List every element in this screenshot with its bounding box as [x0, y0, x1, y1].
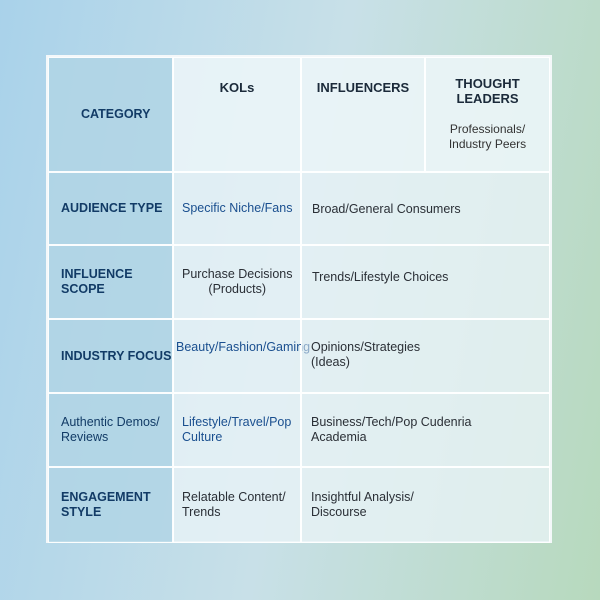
row-influencers-influence-scope: Trends/Lifestyle Choices: [301, 245, 550, 319]
row-category-industry-focus: INDUSTRY FOCUS: [48, 319, 173, 393]
row-category-label: INFLUENCE SCOPE: [61, 267, 133, 296]
row-influencers-authentic-demos: Business/Tech/Pop Cudenria Academia: [301, 393, 550, 467]
header-thought-leaders: THOUGHT LEADERS: [455, 76, 520, 106]
row-influencers-industry-focus: Opinions/Strategies (Ideas): [301, 319, 550, 393]
cell-text: Trends/Lifestyle Choices: [312, 270, 449, 284]
header-influencers-cell: INFLUENCERS: [301, 57, 425, 172]
cell-text: Specific Niche/Fans: [182, 201, 293, 215]
row-category-label: Authentic Demos/ Reviews: [61, 415, 160, 444]
row-influencers-audience-type: Broad/General Consumers: [301, 172, 550, 245]
header-kols: KOLs: [219, 80, 255, 95]
cell-text: Opinions/Strategies (Ideas): [311, 340, 421, 369]
cell-text: Relatable Content/ Trends: [182, 490, 286, 519]
header-thought-leaders-cell: THOUGHT LEADERS Professionals/ Industry …: [425, 57, 550, 172]
cell-text: Insightful Analysis/ Discourse: [311, 490, 414, 519]
row-influencers-engagement-style: Insightful Analysis/ Discourse: [301, 467, 550, 543]
row-kols-audience-type: Specific Niche/Fans: [173, 172, 301, 245]
row-category-label: INDUSTRY FOCUS: [61, 348, 172, 363]
row-kols-influence-scope: Purchase Decisions (Products): [173, 245, 301, 319]
header-thought-leaders-sub: Professionals/ Industry Peers: [448, 122, 527, 151]
cell-text: Purchase Decisions (Products): [182, 267, 293, 296]
header-category-cell: CATEGORY: [48, 57, 173, 172]
row-category-label: ENGAGEMENT STYLE: [61, 490, 151, 519]
header-influencers: INFLUENCERS: [316, 80, 410, 95]
header-category: CATEGORY: [81, 107, 151, 121]
header-kols-cell: KOLs: [173, 57, 301, 172]
row-category-audience-type: AUDIENCE TYPE: [48, 172, 173, 245]
row-category-influence-scope: INFLUENCE SCOPE: [48, 245, 173, 319]
cell-text: Business/Tech/Pop Cudenria Academia: [311, 415, 472, 444]
row-kols-authentic-demos: Lifestyle/Travel/Pop Culture: [173, 393, 301, 467]
row-kols-engagement-style: Relatable Content/ Trends: [173, 467, 301, 543]
row-category-label: AUDIENCE TYPE: [61, 201, 163, 215]
row-category-engagement-style: ENGAGEMENT STYLE: [48, 467, 173, 543]
comparison-table: CATEGORY KOLs INFLUENCERS THOUGHT LEADER…: [46, 55, 552, 543]
row-category-authentic-demos: Authentic Demos/ Reviews: [48, 393, 173, 467]
cell-text: Lifestyle/Travel/Pop Culture: [182, 415, 292, 444]
cell-text: Beauty/Fashion/Gaming: [176, 340, 311, 354]
cell-text: Broad/General Consumers: [312, 202, 461, 216]
row-kols-industry-focus: Beauty/Fashion/Gaming: [173, 319, 311, 393]
